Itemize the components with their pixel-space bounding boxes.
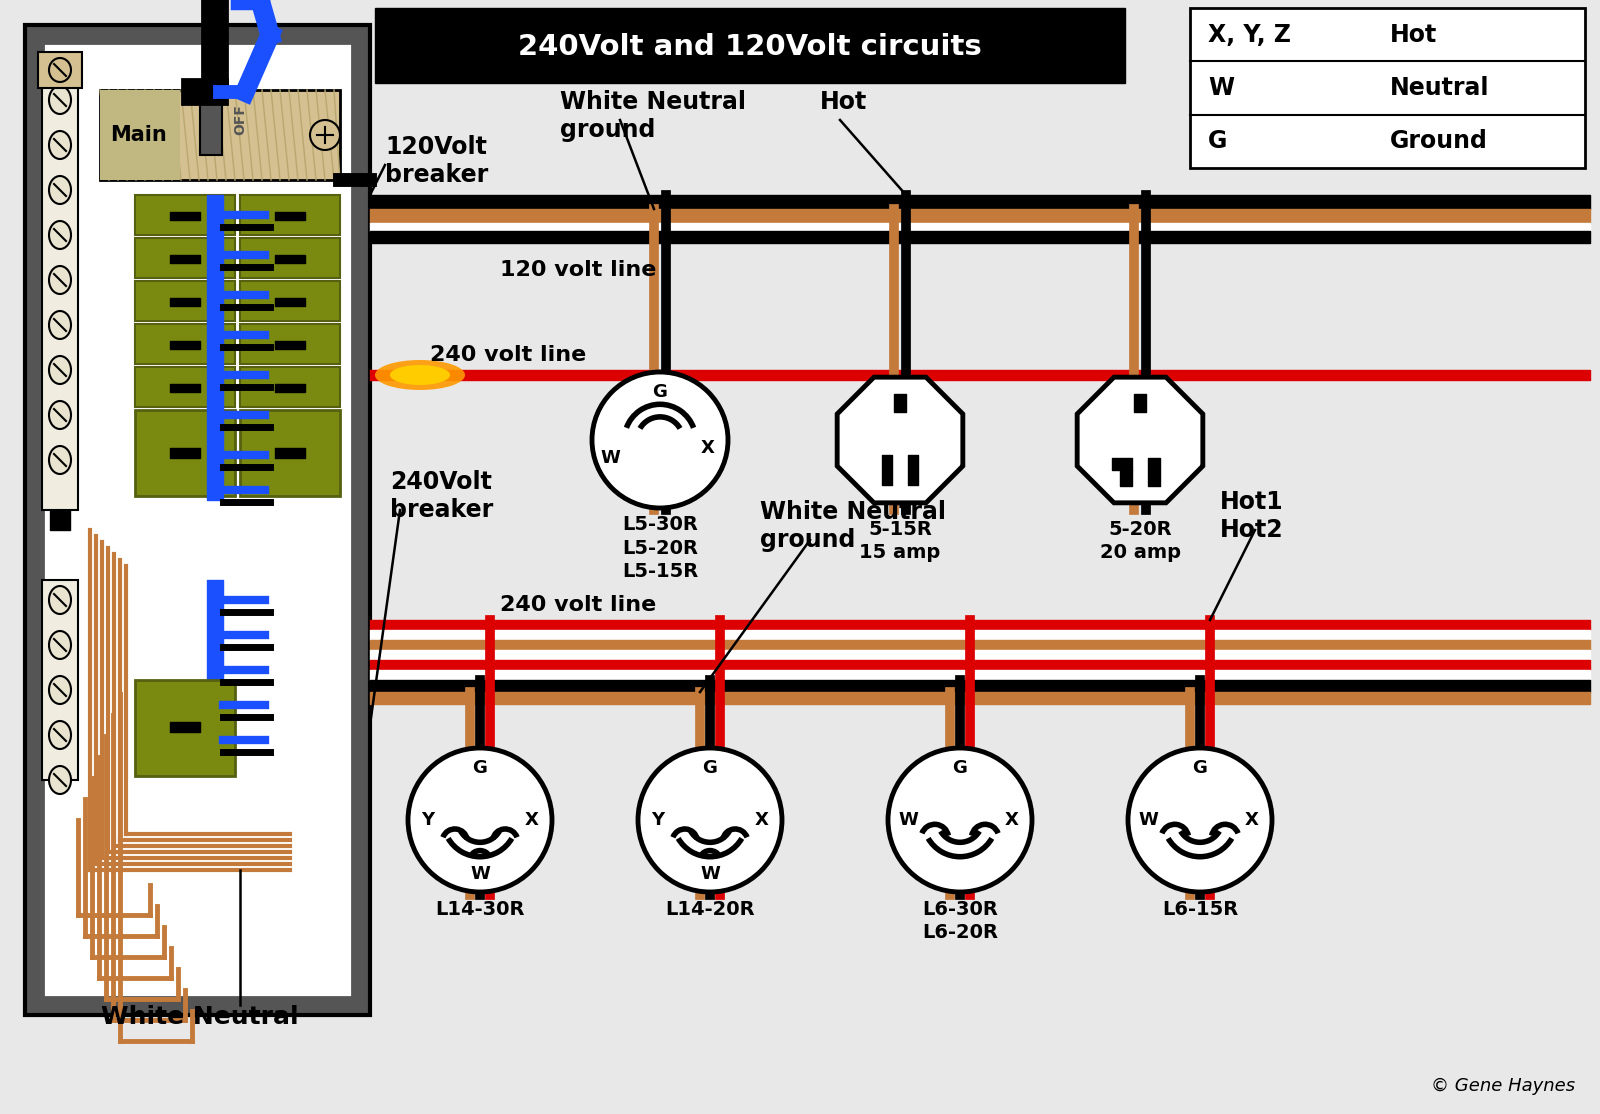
FancyBboxPatch shape: [134, 195, 235, 235]
Text: Hot: Hot: [1390, 22, 1437, 47]
Ellipse shape: [50, 86, 70, 114]
Text: White Neutral
ground: White Neutral ground: [560, 90, 746, 141]
FancyBboxPatch shape: [134, 410, 235, 496]
Text: 5-15R
15 amp: 5-15R 15 amp: [859, 520, 941, 563]
Ellipse shape: [50, 446, 70, 473]
Text: © Gene Haynes: © Gene Haynes: [1430, 1077, 1574, 1095]
FancyBboxPatch shape: [134, 281, 235, 321]
Ellipse shape: [50, 266, 70, 294]
Text: Main: Main: [110, 125, 166, 145]
Text: L14-30R: L14-30R: [435, 900, 525, 919]
Ellipse shape: [50, 176, 70, 204]
Text: Hot1
Hot2: Hot1 Hot2: [1221, 490, 1283, 541]
FancyBboxPatch shape: [240, 324, 339, 364]
Text: 240 volt line: 240 volt line: [430, 345, 586, 365]
Text: 120 volt line: 120 volt line: [499, 260, 656, 280]
Text: L5-30R
L5-20R
L5-15R: L5-30R L5-20R L5-15R: [622, 515, 698, 582]
Ellipse shape: [50, 631, 70, 659]
Text: W: W: [898, 811, 918, 829]
Text: White Neutral: White Neutral: [101, 1005, 299, 1029]
Ellipse shape: [374, 360, 466, 390]
FancyBboxPatch shape: [134, 324, 235, 364]
Text: Neutral: Neutral: [1390, 76, 1490, 100]
Text: X: X: [525, 811, 539, 829]
FancyBboxPatch shape: [240, 238, 339, 278]
Ellipse shape: [50, 766, 70, 794]
Ellipse shape: [50, 131, 70, 159]
FancyBboxPatch shape: [42, 80, 78, 510]
Circle shape: [888, 747, 1032, 892]
FancyBboxPatch shape: [99, 90, 339, 180]
Text: W: W: [701, 864, 720, 883]
FancyBboxPatch shape: [38, 52, 82, 88]
Text: ON: ON: [203, 104, 218, 127]
Text: L6-15R: L6-15R: [1162, 900, 1238, 919]
Circle shape: [592, 372, 728, 508]
Ellipse shape: [390, 365, 450, 385]
Text: Y: Y: [651, 811, 664, 829]
FancyBboxPatch shape: [134, 238, 235, 278]
FancyBboxPatch shape: [26, 25, 370, 1015]
FancyBboxPatch shape: [134, 680, 235, 776]
Circle shape: [1128, 747, 1272, 892]
Ellipse shape: [50, 221, 70, 250]
Text: L14-20R: L14-20R: [666, 900, 755, 919]
Text: W: W: [1208, 76, 1234, 100]
Ellipse shape: [50, 586, 70, 614]
Ellipse shape: [50, 676, 70, 704]
Text: G: G: [653, 383, 667, 401]
Text: 240Volt and 120Volt circuits: 240Volt and 120Volt circuits: [518, 33, 982, 61]
FancyBboxPatch shape: [42, 580, 78, 780]
Text: G: G: [1192, 759, 1208, 776]
FancyBboxPatch shape: [374, 8, 1125, 84]
Ellipse shape: [50, 311, 70, 339]
Text: W: W: [600, 449, 619, 467]
Ellipse shape: [50, 356, 70, 384]
Circle shape: [638, 747, 782, 892]
FancyBboxPatch shape: [240, 367, 339, 407]
Text: X, Y, Z: X, Y, Z: [1208, 22, 1291, 47]
FancyBboxPatch shape: [200, 100, 222, 155]
Text: 5-20R
20 amp: 5-20R 20 amp: [1099, 520, 1181, 563]
Polygon shape: [1077, 378, 1203, 502]
Circle shape: [310, 120, 339, 150]
FancyBboxPatch shape: [43, 43, 352, 997]
Text: X: X: [701, 439, 715, 457]
Text: W: W: [470, 864, 490, 883]
FancyBboxPatch shape: [240, 195, 339, 235]
Text: White Neutral
ground: White Neutral ground: [760, 500, 946, 551]
Text: X: X: [1245, 811, 1259, 829]
Ellipse shape: [50, 58, 70, 82]
FancyBboxPatch shape: [1190, 8, 1586, 168]
FancyBboxPatch shape: [134, 367, 235, 407]
Text: 120Volt
breaker: 120Volt breaker: [386, 135, 488, 187]
Ellipse shape: [50, 401, 70, 429]
Text: Y: Y: [421, 811, 435, 829]
Text: 240 volt line: 240 volt line: [499, 595, 656, 615]
Ellipse shape: [50, 721, 70, 749]
Text: OFF: OFF: [234, 105, 246, 136]
Text: Ground: Ground: [1390, 129, 1488, 154]
Text: G: G: [702, 759, 717, 776]
Text: X: X: [755, 811, 770, 829]
Text: L6-30R
L6-20R: L6-30R L6-20R: [922, 900, 998, 942]
Text: X: X: [1005, 811, 1019, 829]
Text: G: G: [1208, 129, 1227, 154]
FancyBboxPatch shape: [99, 90, 179, 180]
Polygon shape: [837, 378, 963, 502]
Text: 240Volt
breaker: 240Volt breaker: [390, 470, 493, 521]
Text: G: G: [952, 759, 968, 776]
FancyBboxPatch shape: [240, 410, 339, 496]
Text: Hot: Hot: [819, 90, 867, 114]
Text: G: G: [472, 759, 488, 776]
FancyBboxPatch shape: [240, 281, 339, 321]
Text: W: W: [1138, 811, 1158, 829]
Circle shape: [408, 747, 552, 892]
